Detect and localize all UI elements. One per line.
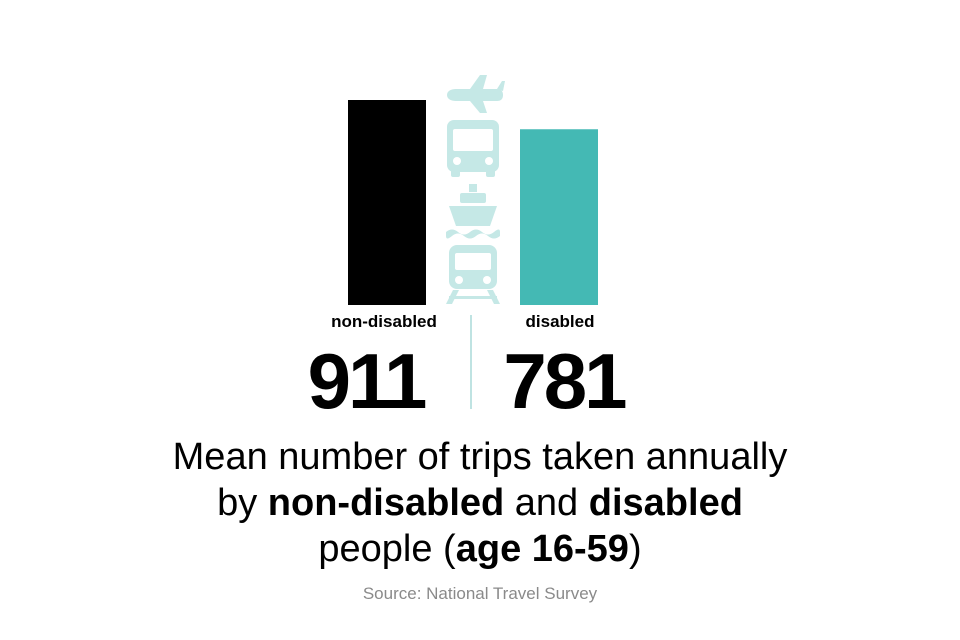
caption-bold-age: age 16-59: [455, 528, 629, 570]
value-label-non-disabled: 911: [307, 337, 428, 425]
bar-non-disabled: [348, 100, 426, 305]
train-icon: [446, 245, 500, 304]
caption-line-3: people (age 16-59): [0, 526, 960, 572]
caption-text: ): [628, 528, 642, 570]
caption-text: and: [504, 482, 589, 524]
value-label-disabled: 781: [503, 337, 627, 425]
airplane-icon: [447, 75, 505, 113]
caption-text: people (: [318, 528, 456, 570]
caption-line-1: Mean number of trips taken annually: [172, 436, 788, 478]
caption: Mean number of trips taken annually by n…: [0, 434, 960, 572]
caption-bold-non-disabled: non-disabled: [267, 482, 505, 524]
caption-line-2: by non-disabled and disabled: [0, 480, 960, 526]
caption-bold-disabled: disabled: [588, 482, 743, 524]
category-label-non-disabled: non-disabled: [331, 312, 437, 331]
category-label-disabled: disabled: [525, 312, 595, 331]
bus-icon: [447, 120, 499, 177]
divider: [470, 315, 472, 409]
caption-text: by: [217, 482, 268, 524]
source-note: Source: National Travel Survey: [362, 584, 598, 603]
bar-disabled: [520, 129, 598, 305]
ship-icon: [446, 184, 500, 239]
